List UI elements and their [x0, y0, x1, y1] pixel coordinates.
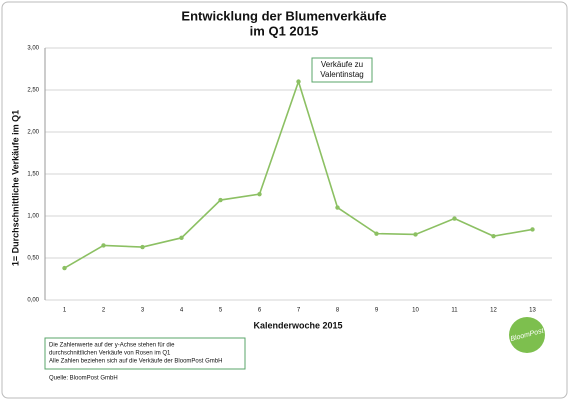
note: Alle Zahlen beziehen sich auf die Verkäu…	[49, 359, 222, 365]
point	[413, 232, 418, 237]
y-tick-label: 2,00	[27, 130, 39, 136]
y-tick-label: 0,00	[27, 298, 39, 304]
point	[335, 205, 340, 210]
x-axis-label: Kalenderwoche 2015	[253, 320, 342, 330]
logo	[509, 317, 545, 353]
point	[452, 216, 457, 221]
x-tick-label: 3	[141, 308, 145, 314]
x-tick-label: 4	[180, 308, 184, 314]
annotation: Valentinstag	[320, 70, 363, 79]
y-tick-label: 2,50	[27, 88, 39, 94]
y-axis-label: 1= Durchschnittliche Verkäufe im Q1	[10, 110, 20, 266]
note: durchschnittlichen Verkäufe von Rosen im…	[49, 351, 171, 357]
point	[491, 233, 496, 239]
point	[530, 227, 535, 232]
x-tick-label: 11	[451, 308, 458, 314]
chart-title: im Q1 2015	[250, 23, 319, 38]
annotation-box	[311, 57, 373, 83]
x-tick-label: 6	[258, 308, 262, 314]
y-tick-label: 1,50	[27, 172, 39, 178]
x-tick-label: 13	[529, 308, 536, 314]
x-tick-label: 8	[336, 308, 340, 314]
point	[101, 243, 106, 248]
point	[179, 235, 184, 241]
x-tick-label: 2	[102, 308, 106, 314]
point	[218, 197, 223, 203]
chart-title: Entwicklung der Blumenverkäufe	[181, 8, 386, 23]
point	[140, 244, 145, 250]
x-tick-label: 7	[297, 308, 301, 314]
x-tick-label: 5	[219, 308, 223, 314]
x-tick-label: 1	[63, 308, 67, 314]
x-tick-label: 10	[412, 308, 419, 314]
x-tick-label: 12	[490, 308, 497, 314]
note-box	[44, 337, 246, 370]
point	[62, 265, 67, 271]
y-tick-label: 0,50	[27, 256, 39, 262]
x-tick-label: 9	[375, 308, 379, 314]
point	[257, 191, 262, 197]
point	[374, 231, 379, 236]
y-tick-label: 3,00	[27, 46, 39, 52]
source: Quelle: BloomPost GmbH	[49, 376, 118, 382]
note: Die Zahlenwerte auf der y-Achse stehen f…	[49, 343, 175, 349]
point	[296, 79, 301, 84]
annotation: Verkäufe zu	[321, 60, 363, 69]
y-tick-label: 1,00	[27, 214, 39, 220]
